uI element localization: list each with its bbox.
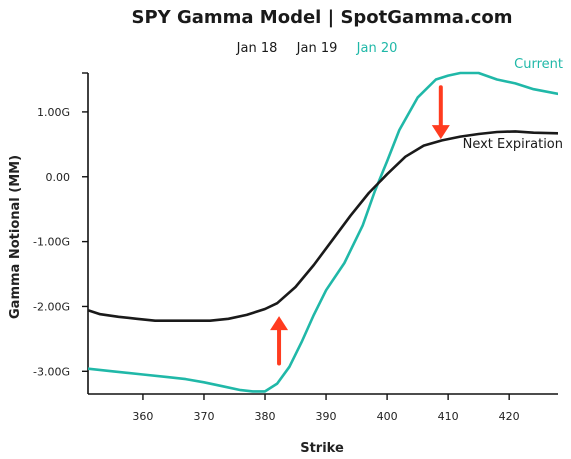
x-axis-title: Strike [300,441,344,456]
legend-jan-18[interactable]: Jan 18 [236,41,278,56]
arrow-down-icon [431,85,450,140]
y-tick-label: -2.00G [33,300,70,313]
legend-jan-19[interactable]: Jan 19 [296,41,338,56]
x-tick-label: 380 [255,410,276,423]
legend-jan-20[interactable]: Jan 20 [356,41,398,56]
y-tick-label: 0.00 [46,171,71,184]
series-label-current: Current [514,57,563,72]
x-tick-label: 410 [438,410,459,423]
axes: 1.00G 0.00 -1.00G -2.00G -3.00G 360 370 380 390 4… [33,72,558,423]
chart-title: SPY Gamma Model | SpotGamma.com [132,7,513,28]
annotation-layer [270,85,450,366]
series-label-next-expiration: Next Expiration [463,137,563,152]
y-tick-label: -3.00G [33,365,70,378]
y-tick-label: -1.00G [33,236,70,249]
x-tick-label: 420 [499,410,520,423]
series-line-next-expiration [88,130,558,323]
x-tick-label: 370 [193,410,214,423]
y-axis-title: Gamma Notional (MM) [8,155,23,319]
x-tick-label: 390 [316,410,337,423]
y-tick-label: 1.00G [37,106,70,119]
arrow-up-icon [270,316,289,366]
series-layer [88,71,558,393]
x-tick-label: 400 [377,410,398,423]
x-tick-label: 360 [132,410,153,423]
series-line-current [88,71,558,393]
